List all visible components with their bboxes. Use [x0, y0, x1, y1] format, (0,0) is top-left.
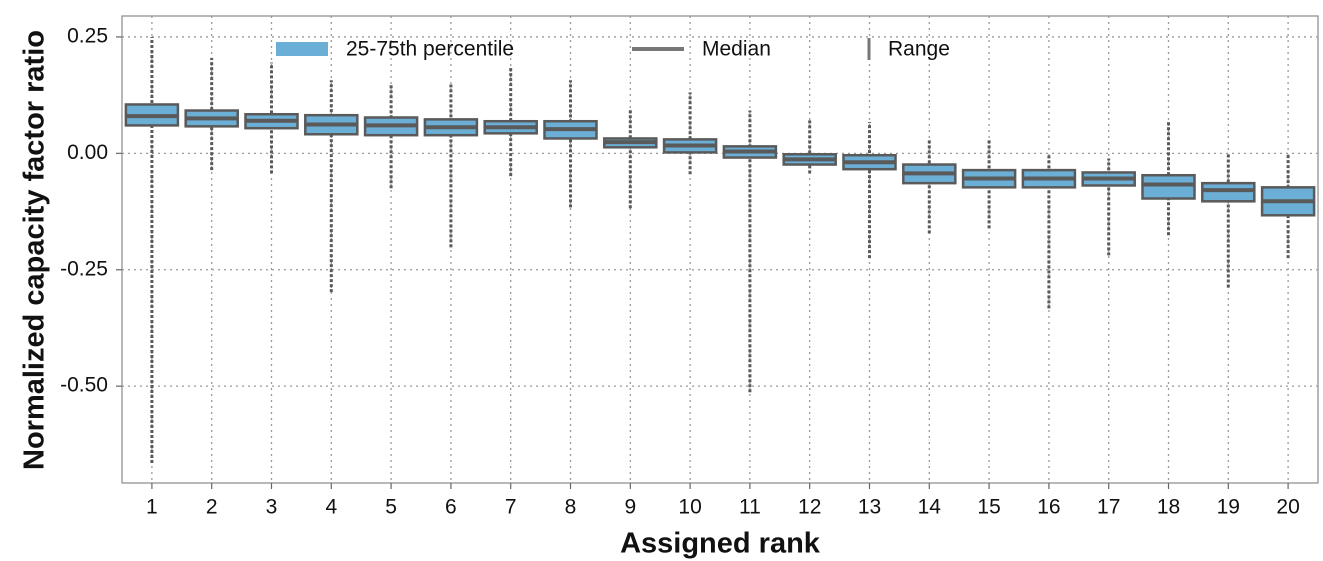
y-tick-label: -0.50 [60, 374, 108, 397]
legend-box-swatch [276, 42, 328, 56]
x-tick-label: 20 [1276, 496, 1299, 519]
y-tick-label: -0.25 [60, 257, 108, 280]
x-tick-label: 16 [1037, 496, 1060, 519]
y-tick-label: 0.25 [67, 24, 108, 47]
iqr-box [1141, 173, 1196, 200]
iqr-box [1201, 181, 1256, 203]
x-tick-label: 15 [977, 496, 1000, 519]
x-tick-label: 8 [565, 496, 577, 519]
x-tick-label: 3 [266, 496, 278, 519]
y-axis-title: Normalized capacity factor ratio [19, 30, 51, 470]
legend: 25-75th percentile Median Range [276, 38, 950, 61]
legend-label: 25-75th percentile [346, 38, 514, 61]
x-tick-label: 18 [1157, 496, 1180, 519]
x-tick-label: 11 [739, 496, 761, 519]
legend-label: Median [702, 38, 771, 61]
x-tick-label: 2 [206, 496, 218, 519]
y-tick-label: 0.00 [67, 141, 108, 164]
x-tick-label: 17 [1097, 496, 1120, 519]
legend-label: Range [888, 38, 950, 61]
x-tick-label: 6 [445, 496, 457, 519]
x-tick-label: 9 [624, 496, 636, 519]
x-tick-label: 13 [858, 496, 881, 519]
plot-frame [121, 15, 1319, 484]
x-tick-label: 5 [385, 496, 397, 519]
x-tick-label: 12 [798, 496, 821, 519]
x-tick-label: 19 [1217, 496, 1240, 519]
x-tick-label: 14 [918, 496, 942, 519]
x-tick-label: 10 [678, 496, 701, 519]
x-tick-label: 1 [146, 496, 158, 519]
x-tick-label: 7 [505, 496, 517, 519]
x-axis-title: Assigned rank [620, 528, 821, 560]
x-tick-label: 4 [325, 496, 337, 519]
